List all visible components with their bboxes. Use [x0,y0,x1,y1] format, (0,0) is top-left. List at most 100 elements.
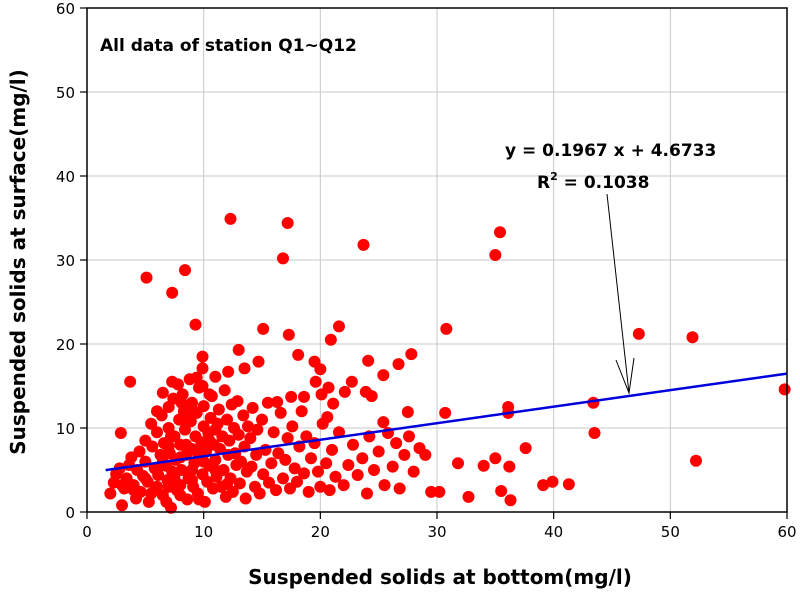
data-point [326,443,338,456]
data-point [324,333,337,346]
data-point [196,362,209,375]
data-point [166,375,179,388]
data-point [277,472,289,485]
y-axis-label: Suspended solids at surface(mg/l) [6,69,30,455]
data-point [203,388,216,401]
data-point [189,318,202,331]
data-point [282,328,295,341]
x-tick-label: 0 [82,523,92,541]
data-point [246,401,259,414]
data-point [494,226,506,239]
data-point [312,465,324,478]
data-point [377,416,390,429]
data-point [251,423,264,436]
data-point [116,479,128,492]
data-point [398,448,411,461]
data-point [292,348,305,361]
data-point [239,492,252,505]
data-point [333,320,345,333]
x-tick-label: 10 [194,523,213,541]
data-point [342,458,355,471]
data-point [193,493,205,506]
x-axis-label: Suspended solids at bottom(mg/l) [248,565,632,589]
data-point [209,423,222,436]
data-point [151,464,163,476]
data-point [320,457,333,470]
data-point [175,396,188,409]
data-point [407,465,420,478]
r-squared-superscript: 2 [550,170,558,183]
data-point [489,452,502,465]
data-point [197,400,210,413]
data-point [357,238,370,251]
x-tick-label: 30 [427,523,446,541]
arrow-shaft [606,193,630,394]
data-point [267,426,280,439]
data-point [365,390,378,403]
data-point [180,438,193,451]
data-point [244,432,257,445]
data-point [338,385,351,398]
data-point [316,417,329,430]
station-annotation: All data of station Q1~Q12 [100,36,357,56]
data-point [196,380,209,392]
data-point [377,369,390,382]
y-tick-label: 40 [56,168,75,186]
data-point [175,464,188,476]
data-point [209,453,222,466]
data-point [133,445,146,458]
data-point [140,271,153,284]
data-point [504,494,517,507]
data-point [232,343,245,356]
data-point [151,405,163,418]
data-point [356,452,369,465]
data-point [186,464,198,476]
data-point [151,426,163,439]
data-point [223,434,236,447]
data-point [361,487,373,500]
data-point [291,475,303,488]
data-point [252,355,265,368]
data-point [690,454,702,467]
data-point [281,217,294,230]
data-point [462,490,475,503]
data-point [323,484,336,497]
data-point [261,396,274,409]
data-point [372,445,385,458]
data-point [116,499,128,512]
regression-line [105,372,788,472]
data-point [778,383,791,396]
data-point [237,409,250,422]
data-point [489,248,502,261]
data-point [403,430,415,443]
data-point [405,348,418,361]
data-point [257,468,270,481]
data-point [166,286,179,299]
data-point [285,390,298,403]
data-point [368,464,380,476]
data-point [302,485,315,498]
data-point [232,428,245,441]
data-point [386,460,399,473]
data-point [274,406,287,419]
data-point [156,386,169,399]
data-point [265,457,278,470]
data-point [519,442,532,455]
data-point [256,413,268,426]
data-point [233,477,246,490]
data-point [309,375,322,388]
data-point [345,375,358,388]
data-point [174,451,187,464]
data-point [305,452,317,465]
data-point [209,464,222,476]
y-tick-label: 0 [65,504,75,522]
data-point [546,475,559,488]
data-point [235,455,247,468]
data-point [286,420,299,433]
data-point [351,469,364,482]
data-point [347,438,359,451]
data-point [104,487,117,500]
data-point [238,362,251,375]
data-point [288,462,301,475]
